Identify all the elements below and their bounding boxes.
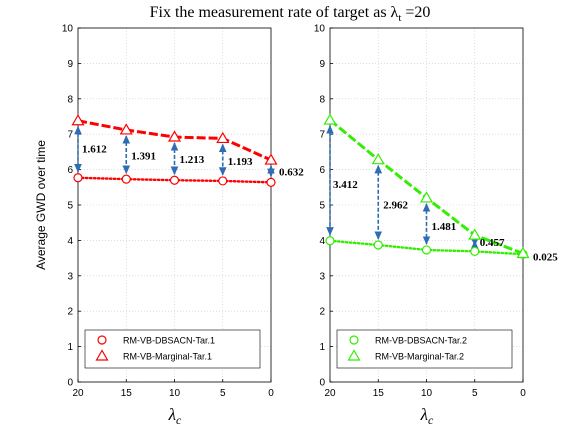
difference-label: 1.391 bbox=[131, 150, 156, 162]
difference-label: 0.632 bbox=[279, 166, 304, 178]
data-point-circle bbox=[325, 236, 335, 246]
legend-label: RM-VB-Marginal-Tar.2 bbox=[375, 352, 464, 362]
data-point-circle bbox=[169, 175, 180, 185]
legend-marker-triangle bbox=[95, 349, 109, 361]
difference-label: 1.193 bbox=[228, 156, 253, 168]
data-point-triangle bbox=[516, 246, 530, 259]
x-tick-label: 5 bbox=[220, 388, 226, 399]
data-point-triangle bbox=[371, 152, 385, 165]
x-tick-label: 20 bbox=[72, 388, 84, 399]
y-tick-label: 4 bbox=[67, 236, 73, 247]
y-tick-label: 8 bbox=[67, 94, 73, 105]
data-point-triangle bbox=[264, 153, 278, 165]
legend: RM-VB-DBSACN-Tar.1 RM-VB-Marginal-Tar.1 bbox=[84, 329, 261, 369]
x-tick-label: 10 bbox=[421, 388, 433, 399]
x-tick-label: 15 bbox=[121, 388, 133, 399]
data-point-circle bbox=[373, 240, 383, 250]
legend-box bbox=[336, 329, 513, 369]
difference-label: 1.612 bbox=[82, 143, 107, 155]
x-tick-label: 0 bbox=[268, 388, 274, 399]
y-tick-label: 3 bbox=[67, 271, 73, 282]
difference-label: 3.412 bbox=[333, 179, 358, 191]
x-axis-label: λc bbox=[168, 405, 182, 427]
difference-label: 0.025 bbox=[533, 251, 558, 263]
difference-label: 1.213 bbox=[180, 154, 205, 166]
data-point-triangle bbox=[71, 114, 85, 126]
right-chart-panel: 0 1 2 3 4 5 6 7 8 9 10 20 15 10 5 0 λc 3.412 2.962 1.481 0.4… bbox=[314, 24, 558, 428]
legend-marker-circle bbox=[97, 335, 107, 345]
x-tick-label: 0 bbox=[520, 388, 526, 399]
data-point-triangle bbox=[419, 191, 434, 203]
data-point-circle bbox=[121, 174, 131, 184]
legend: RM-VB-DBSACN-Tar.2 RM-VB-Marginal-Tar.2 bbox=[336, 329, 513, 369]
data-point-circle bbox=[73, 173, 83, 183]
y-tick-label: 2 bbox=[67, 307, 73, 318]
series-line-marginal bbox=[329, 118, 524, 255]
data-point-triangle bbox=[323, 113, 337, 125]
data-point-circle bbox=[470, 246, 480, 256]
data-point-triangle bbox=[167, 130, 182, 142]
difference-label: 2.962 bbox=[383, 199, 408, 211]
y-tick-label: 5 bbox=[67, 201, 73, 212]
y-tick-label: 10 bbox=[314, 24, 326, 35]
y-tick-label: 1 bbox=[67, 342, 73, 353]
data-point-circle bbox=[218, 176, 228, 186]
data-point-circle bbox=[266, 177, 276, 187]
x-tick-label: 15 bbox=[373, 388, 385, 399]
data-point-triangle bbox=[468, 228, 482, 240]
legend-label: RM-VB-DBSACN-Tar.1 bbox=[123, 336, 215, 346]
y-tick-label: 1 bbox=[319, 342, 325, 353]
legend-label: RM-VB-Marginal-Tar.1 bbox=[123, 352, 212, 362]
x-tick-label: 20 bbox=[324, 388, 336, 399]
x-tick-label: 5 bbox=[472, 388, 478, 399]
y-tick-label: 5 bbox=[319, 201, 325, 212]
x-tick-label: 10 bbox=[169, 388, 181, 399]
y-tick-label: 10 bbox=[62, 24, 74, 35]
y-tick-label: 2 bbox=[319, 307, 325, 318]
difference-label: 0.457 bbox=[480, 237, 505, 249]
y-tick-label: 7 bbox=[319, 130, 325, 141]
difference-label: 1.481 bbox=[432, 221, 457, 233]
y-tick-label: 8 bbox=[319, 94, 325, 105]
legend-marker-circle bbox=[349, 335, 359, 345]
y-tick-label: 9 bbox=[319, 59, 325, 70]
x-axis-label: λc bbox=[420, 405, 434, 427]
y-axis-label: Average GWD over time bbox=[34, 140, 48, 270]
y-tick-label: 7 bbox=[67, 130, 73, 141]
y-tick-label: 0 bbox=[319, 378, 325, 389]
data-point-triangle bbox=[216, 131, 230, 144]
y-tick-label: 6 bbox=[67, 165, 73, 176]
left-chart-panel: 0 1 2 3 4 5 6 7 8 9 10 20 15 10 5 0 λc 1.612 1.391 1.213 1.1… bbox=[62, 24, 304, 428]
legend-marker-triangle bbox=[347, 349, 361, 361]
y-tick-label: 0 bbox=[67, 378, 73, 389]
y-tick-label: 9 bbox=[67, 59, 73, 70]
data-point-triangle bbox=[119, 123, 133, 135]
legend-box bbox=[84, 329, 261, 369]
y-tick-label: 4 bbox=[319, 236, 325, 247]
figure-title: Fix the measurement rate of target as λt… bbox=[150, 4, 431, 24]
y-tick-label: 6 bbox=[319, 165, 325, 176]
data-point-circle bbox=[421, 245, 432, 255]
y-tick-label: 3 bbox=[319, 271, 325, 282]
legend-label: RM-VB-DBSACN-Tar.2 bbox=[375, 336, 467, 346]
